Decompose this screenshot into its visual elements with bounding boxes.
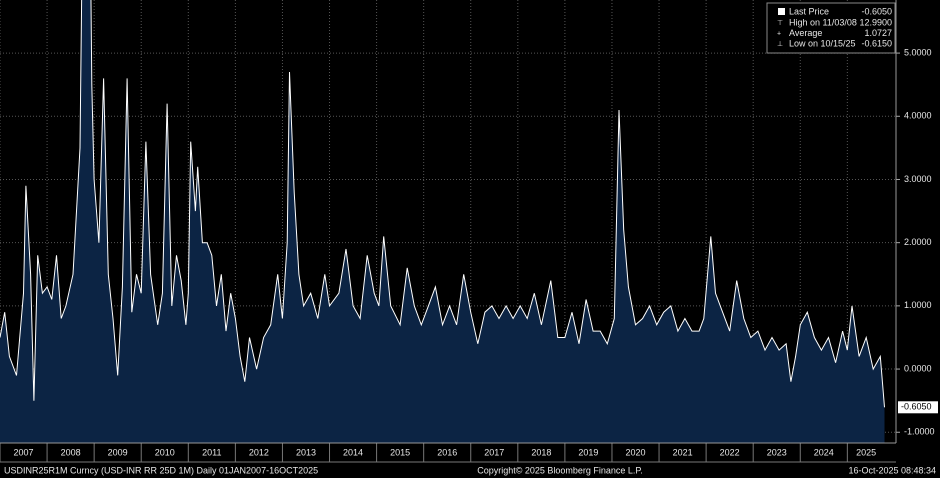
footer-left: USDINR25R1M Curncy (USD-INR RR 25D 1M) D… xyxy=(4,465,318,475)
footer-right: 16-Oct-2025 08:48:34 xyxy=(848,465,936,475)
x-tick-label: 2023 xyxy=(767,447,787,457)
axes: -1.0000 0.0000 1.0000 2.0000 3.0000 4.0000 5.0… xyxy=(0,0,938,463)
y-tick-label: 4.0000 xyxy=(904,111,932,121)
x-tick-label: 2024 xyxy=(814,447,834,457)
plot xyxy=(0,0,885,443)
legend-value: -0.6050 xyxy=(861,6,892,16)
area xyxy=(0,0,885,443)
y-tick-label: 2.0000 xyxy=(904,237,932,247)
x-tick-label: 2025 xyxy=(856,447,876,457)
x-tick-label: 2009 xyxy=(108,447,128,457)
x-tick-label: 2022 xyxy=(720,447,740,457)
legend-symbol: ⊥ xyxy=(777,41,783,48)
x-tick-label: 2016 xyxy=(437,447,457,457)
x-tick-label: 2017 xyxy=(484,447,504,457)
legend-value: 1.0727 xyxy=(864,28,892,38)
legend-symbol: ⊤ xyxy=(777,20,783,27)
x-tick-label: 2011 xyxy=(202,447,221,457)
line xyxy=(0,0,885,408)
x-tick-label: 2015 xyxy=(390,447,410,457)
y-tick-label: 5.0000 xyxy=(904,47,932,57)
legend: Last Price -0.6050 ⊤ High on 11/03/08 12.990… xyxy=(766,2,896,54)
x-tick-label: 2008 xyxy=(61,447,81,457)
y-tick-label: -1.0000 xyxy=(904,427,935,437)
legend-symbol: + xyxy=(777,30,781,37)
x-tick-label: 2019 xyxy=(578,447,598,457)
x-tick-label: 2010 xyxy=(155,447,175,457)
legend-label: Average xyxy=(789,28,822,38)
legend-value: 12.9900 xyxy=(859,17,892,27)
legend-value: -0.6150 xyxy=(861,38,892,48)
x-tick-label: 2013 xyxy=(296,447,316,457)
y-tick-label: 0.0000 xyxy=(904,363,932,373)
x-tick-label: 2020 xyxy=(625,447,645,457)
y-tick-label: 3.0000 xyxy=(904,174,932,184)
x-tick-label: 2012 xyxy=(249,447,269,457)
x-tick-label: 2007 xyxy=(14,447,34,457)
x-tick-label: 2018 xyxy=(531,447,551,457)
footer-center: Copyright© 2025 Bloomberg Finance L.P. xyxy=(477,465,643,475)
last-price-label: -0.6050 xyxy=(901,402,932,412)
legend-label: Last Price xyxy=(789,6,829,16)
legend-label: Low on 10/15/25 xyxy=(789,38,856,48)
y-tick-label: 1.0000 xyxy=(904,300,932,310)
x-tick-label: 2014 xyxy=(343,447,363,457)
legend-label: High on 11/03/08 xyxy=(789,17,857,27)
x-tick-label: 2021 xyxy=(673,447,693,457)
legend-box xyxy=(766,2,896,54)
legend-swatch xyxy=(778,8,785,15)
last-price-tag xyxy=(898,401,938,414)
